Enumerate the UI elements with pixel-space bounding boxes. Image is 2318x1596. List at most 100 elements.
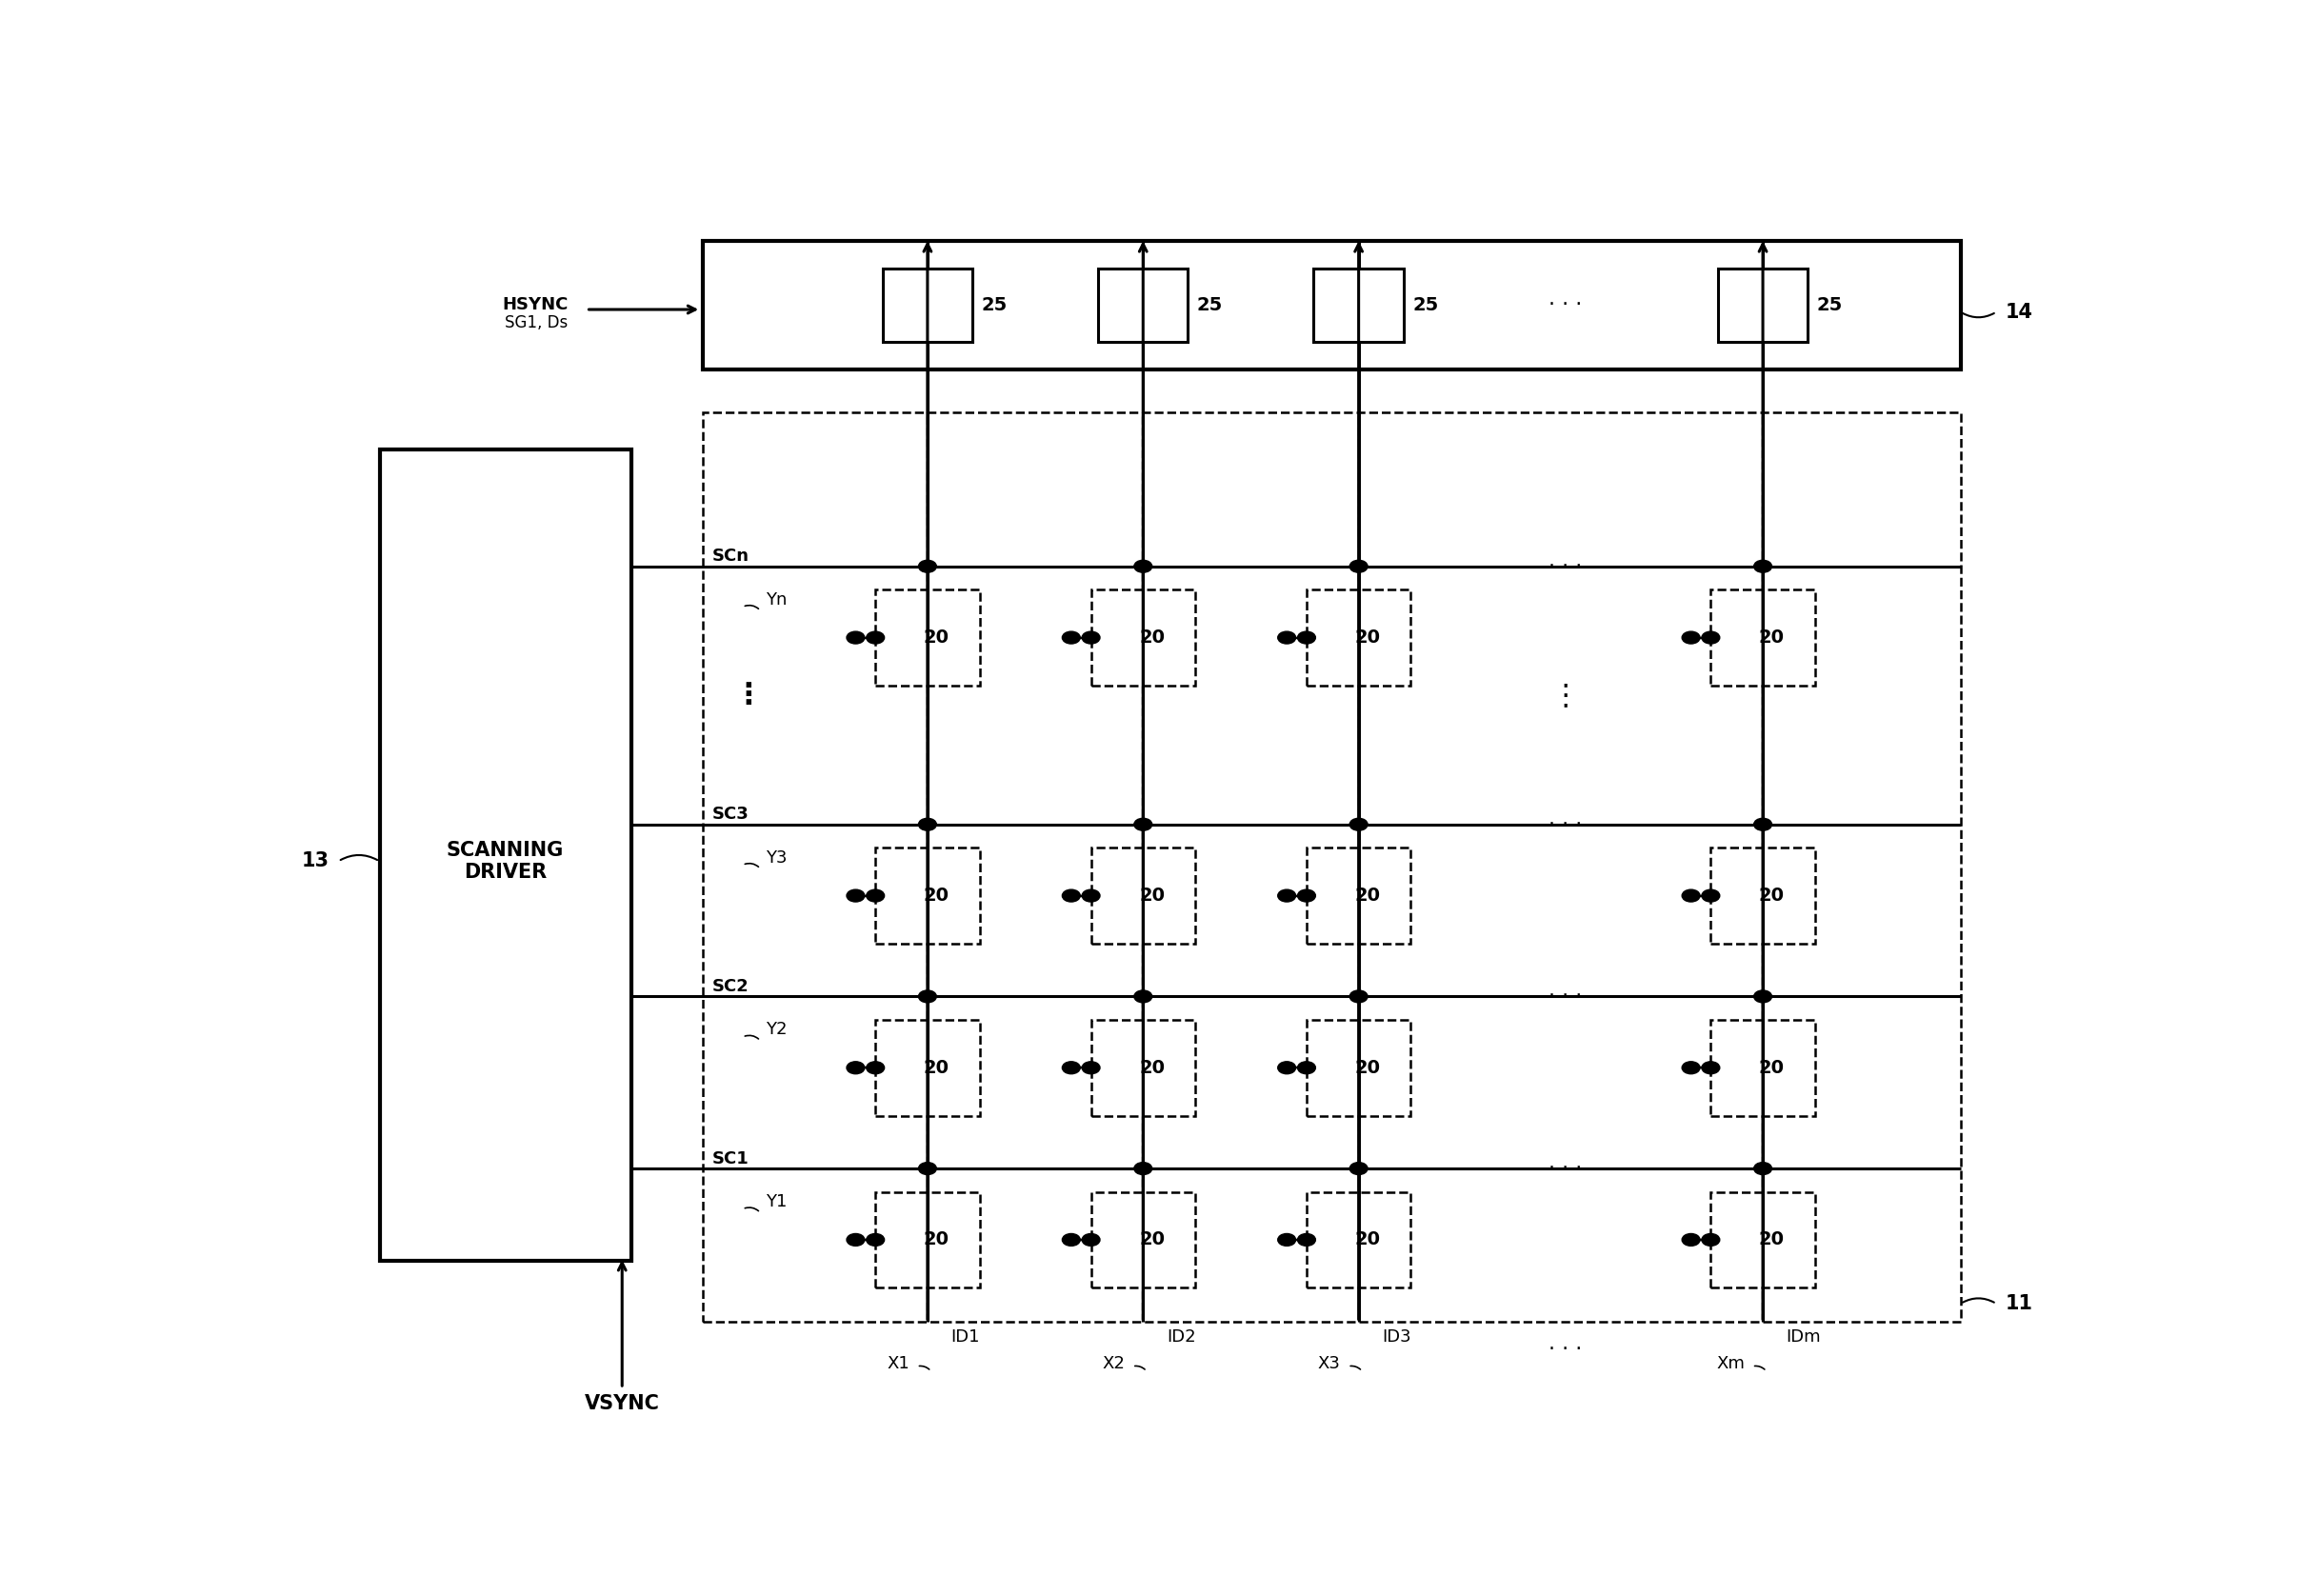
Circle shape [1083,1061,1101,1074]
Text: 20: 20 [1759,1231,1785,1248]
Text: 11: 11 [2005,1294,2033,1314]
Bar [1092,1020,1196,1116]
Bar [876,1020,981,1116]
Bar [1307,1192,1412,1288]
Circle shape [867,1061,885,1074]
Circle shape [1349,560,1368,573]
Text: Y3: Y3 [765,849,788,867]
Bar [702,241,1961,370]
Bar [1711,1192,1815,1288]
Circle shape [1298,1061,1317,1074]
Circle shape [1349,819,1368,830]
Text: Yn: Yn [765,591,788,608]
Bar [876,847,981,943]
Circle shape [1701,1061,1720,1074]
Text: 20: 20 [923,887,950,905]
Circle shape [1701,889,1720,902]
Text: ID2: ID2 [1166,1328,1196,1345]
Text: 25: 25 [1817,297,1843,314]
Circle shape [1755,990,1771,1002]
Circle shape [1701,632,1720,643]
Circle shape [1083,632,1101,643]
Text: · · ·: · · · [1548,557,1581,576]
Text: 20: 20 [923,629,950,646]
Circle shape [1298,1234,1317,1246]
Text: 20: 20 [1354,629,1382,646]
Text: 20: 20 [1138,1231,1166,1248]
Circle shape [1349,990,1368,1002]
Text: ID1: ID1 [950,1328,981,1345]
Circle shape [1277,1234,1296,1246]
Text: 20: 20 [1138,887,1166,905]
Text: 20: 20 [923,1058,950,1077]
Text: ID3: ID3 [1382,1328,1412,1345]
Circle shape [846,632,865,643]
Text: 25: 25 [1412,297,1439,314]
Circle shape [918,1162,936,1175]
Text: 20: 20 [1354,1058,1382,1077]
Text: SC1: SC1 [712,1151,749,1167]
Text: 25: 25 [1196,297,1224,314]
Text: · · ·: · · · [1548,986,1581,1005]
Text: VSYNC: VSYNC [584,1393,661,1412]
Text: 20: 20 [1759,1058,1785,1077]
Text: 13: 13 [301,852,329,871]
Circle shape [1134,1162,1152,1175]
Text: Xm: Xm [1715,1355,1745,1373]
Circle shape [1277,1061,1296,1074]
Text: 20: 20 [1138,629,1166,646]
Text: X3: X3 [1319,1355,1340,1373]
Circle shape [918,990,936,1002]
Text: X2: X2 [1103,1355,1124,1373]
Circle shape [867,1234,885,1246]
Circle shape [846,889,865,902]
Text: 20: 20 [923,1231,950,1248]
Circle shape [1062,632,1080,643]
Text: SC3: SC3 [712,806,749,824]
Bar [1307,847,1412,943]
Circle shape [1083,1234,1101,1246]
Bar [1092,589,1196,686]
Bar [883,268,971,342]
Circle shape [1683,632,1699,643]
Text: ⋮: ⋮ [1551,681,1581,709]
Circle shape [1683,1061,1699,1074]
Bar [876,1192,981,1288]
Bar [1307,589,1412,686]
Bar [876,589,981,686]
Text: 20: 20 [1354,1231,1382,1248]
Bar [1092,847,1196,943]
Circle shape [1349,1162,1368,1175]
Circle shape [1134,819,1152,830]
Text: SC2: SC2 [712,978,749,996]
Circle shape [1083,889,1101,902]
Circle shape [1755,560,1771,573]
Circle shape [1755,819,1771,830]
Bar [702,413,1961,1321]
Text: · · ·: · · · [1548,1339,1581,1358]
Text: 14: 14 [2005,302,2033,321]
Bar [1711,1020,1815,1116]
Text: 20: 20 [1354,887,1382,905]
Text: 20: 20 [1759,629,1785,646]
Text: SCANNING
DRIVER: SCANNING DRIVER [447,841,563,883]
Circle shape [867,632,885,643]
Text: · · ·: · · · [1548,1159,1581,1178]
Circle shape [1062,1234,1080,1246]
Bar [1314,268,1405,342]
Circle shape [918,560,936,573]
Text: Y2: Y2 [765,1021,788,1039]
Circle shape [1755,1162,1771,1175]
Text: X1: X1 [888,1355,909,1373]
Circle shape [1683,889,1699,902]
Circle shape [867,889,885,902]
Circle shape [1062,889,1080,902]
Bar [1711,847,1815,943]
Text: 25: 25 [981,297,1008,314]
Bar [1718,268,1808,342]
Circle shape [1277,632,1296,643]
Circle shape [1134,560,1152,573]
Bar [1099,268,1187,342]
Circle shape [1277,889,1296,902]
Bar [380,450,630,1261]
